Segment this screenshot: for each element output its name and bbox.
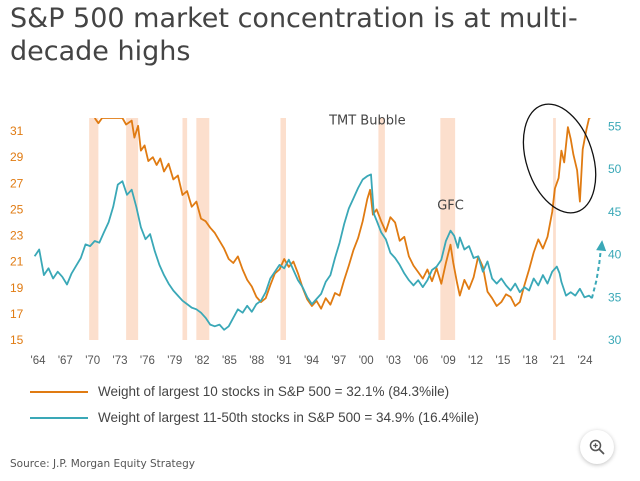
y-left-tick-label: 31 — [10, 124, 24, 138]
y-right-tick-label: 40 — [608, 248, 622, 262]
series-line-0 — [93, 118, 592, 310]
recession-band-4 — [280, 118, 287, 340]
recession-band-2 — [182, 118, 188, 340]
y-left-tick-label: 23 — [10, 229, 24, 243]
x-tick-label: '67 — [58, 355, 73, 367]
x-axis: '64 '67 '70 '73 '76 '79 '82 '85 '88 '91 '94 '97 '00 '… — [31, 355, 594, 367]
y-left-tick-label: 15 — [10, 333, 24, 347]
y-left-tick-label: 17 — [10, 307, 24, 321]
legend-item-top10: Weight of largest 10 stocks in S&P 500 =… — [30, 384, 449, 399]
recession-bands — [89, 118, 556, 340]
zoom-button[interactable] — [580, 430, 614, 464]
projection-arrowhead — [596, 240, 607, 252]
series-line-1 — [33, 173, 593, 331]
x-tick-label: '85 — [222, 355, 237, 367]
recession-band-7 — [553, 118, 556, 340]
recession-band-6 — [440, 118, 456, 340]
highlight-ellipse — [522, 103, 597, 214]
x-tick-label: '97 — [331, 355, 346, 367]
recession-band-3 — [196, 118, 210, 340]
x-tick-label: '91 — [277, 355, 292, 367]
x-tick-label: '18 — [523, 355, 538, 367]
x-tick-label: '88 — [249, 355, 264, 367]
y-left-tick-label: 27 — [10, 176, 24, 190]
source-note: Source: J.P. Morgan Equity Strategy — [10, 458, 195, 470]
legend-swatch-teal — [30, 416, 88, 419]
annotation-1: GFC — [437, 198, 464, 213]
y-axis-left: 15 17 19 21 23 25 27 29 31 — [10, 124, 24, 347]
x-tick-label: '73 — [113, 355, 128, 367]
y-axis-right: 30 35 40 45 50 55 — [608, 120, 622, 347]
page-title: S&P 500 market concentration is at multi… — [10, 3, 578, 67]
y-right-tick-label: 45 — [608, 205, 622, 219]
y-right-tick-label: 35 — [608, 290, 622, 304]
y-right-tick-label: 50 — [608, 162, 622, 176]
y-right-tick-label: 30 — [608, 333, 622, 347]
y-left-tick-label: 25 — [10, 202, 24, 216]
x-tick-label: '94 — [304, 355, 320, 367]
legend-label-top11-50: Weight of largest 11-50th stocks in S&P … — [98, 410, 479, 425]
recession-band-1 — [126, 118, 139, 340]
x-tick-label: '15 — [495, 355, 510, 367]
legend-item-top11-50: Weight of largest 11-50th stocks in S&P … — [30, 410, 479, 425]
projection-line — [590, 245, 603, 299]
y-left-tick-label: 29 — [10, 150, 24, 164]
x-tick-label: '12 — [468, 355, 483, 367]
series-layer — [33, 103, 607, 331]
y-left-tick-label: 21 — [10, 255, 24, 269]
x-tick-label: '24 — [578, 355, 594, 367]
x-tick-label: '76 — [140, 355, 155, 367]
x-tick-label: '00 — [359, 355, 374, 367]
x-tick-label: '70 — [85, 355, 100, 367]
recession-band-5 — [378, 118, 385, 340]
x-tick-label: '09 — [441, 355, 456, 367]
x-tick-label: '64 — [31, 355, 47, 367]
x-tick-label: '21 — [550, 355, 565, 367]
annotations: TMT Bubble GFC — [328, 114, 464, 214]
x-tick-label: '79 — [167, 355, 182, 367]
x-tick-label: '03 — [386, 355, 401, 367]
annotation-0: TMT Bubble — [328, 114, 406, 129]
legend-swatch-orange — [30, 390, 88, 393]
x-tick-label: '82 — [195, 355, 210, 367]
y-right-tick-label: 55 — [608, 120, 622, 134]
x-tick-label: '06 — [413, 355, 428, 367]
zoom-in-icon — [589, 439, 605, 455]
legend-label-top10: Weight of largest 10 stocks in S&P 500 =… — [98, 384, 450, 399]
y-left-tick-label: 19 — [10, 281, 24, 295]
recession-band-0 — [89, 118, 99, 340]
